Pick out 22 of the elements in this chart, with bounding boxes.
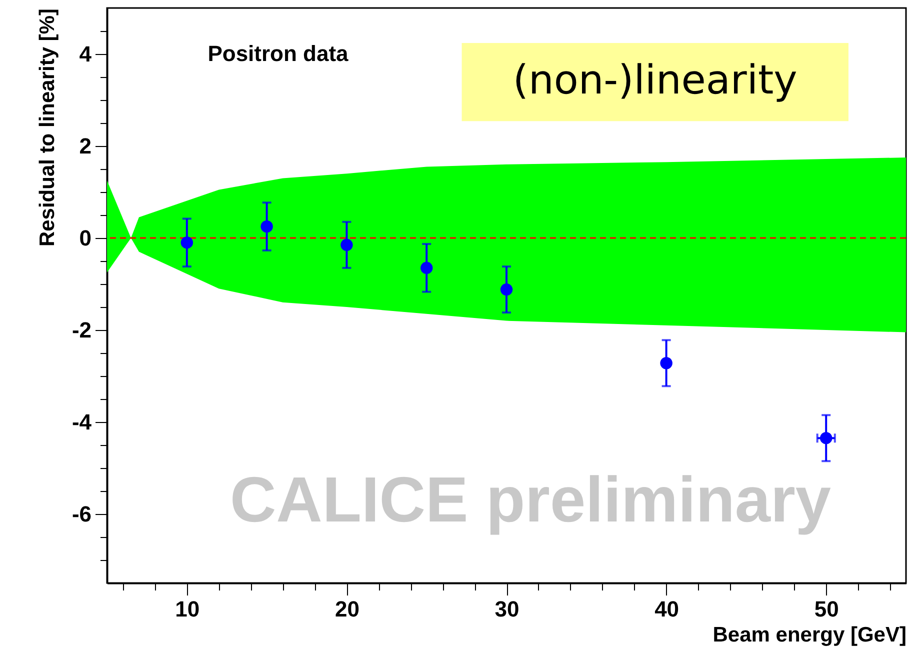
point	[660, 357, 672, 370]
x-tick-label: 10	[175, 596, 200, 622]
x-tick-label: 20	[334, 596, 360, 622]
point	[500, 283, 513, 296]
y-axis-title: Residual to linearity [%]	[36, 8, 59, 247]
point	[420, 262, 433, 274]
y-tick-label: -2	[72, 318, 92, 342]
x-tick-label: 50	[814, 596, 839, 622]
y-tick-label: -6	[72, 502, 92, 526]
y-tick-label: 4	[79, 42, 92, 66]
annotation: Positron data	[208, 41, 350, 66]
x-tick-label: 30	[494, 596, 520, 622]
point	[180, 236, 194, 249]
point	[260, 220, 273, 233]
x-tick-label: 40	[654, 596, 680, 622]
y-tick-label: 0	[79, 226, 92, 250]
annotation: (non-)linearity	[512, 58, 798, 104]
point	[820, 432, 832, 444]
point	[340, 238, 353, 252]
x-axis-title: Beam energy [GeV]	[712, 624, 906, 646]
y-tick-label: -4	[72, 410, 92, 434]
y-tick-label: 2	[79, 134, 92, 158]
